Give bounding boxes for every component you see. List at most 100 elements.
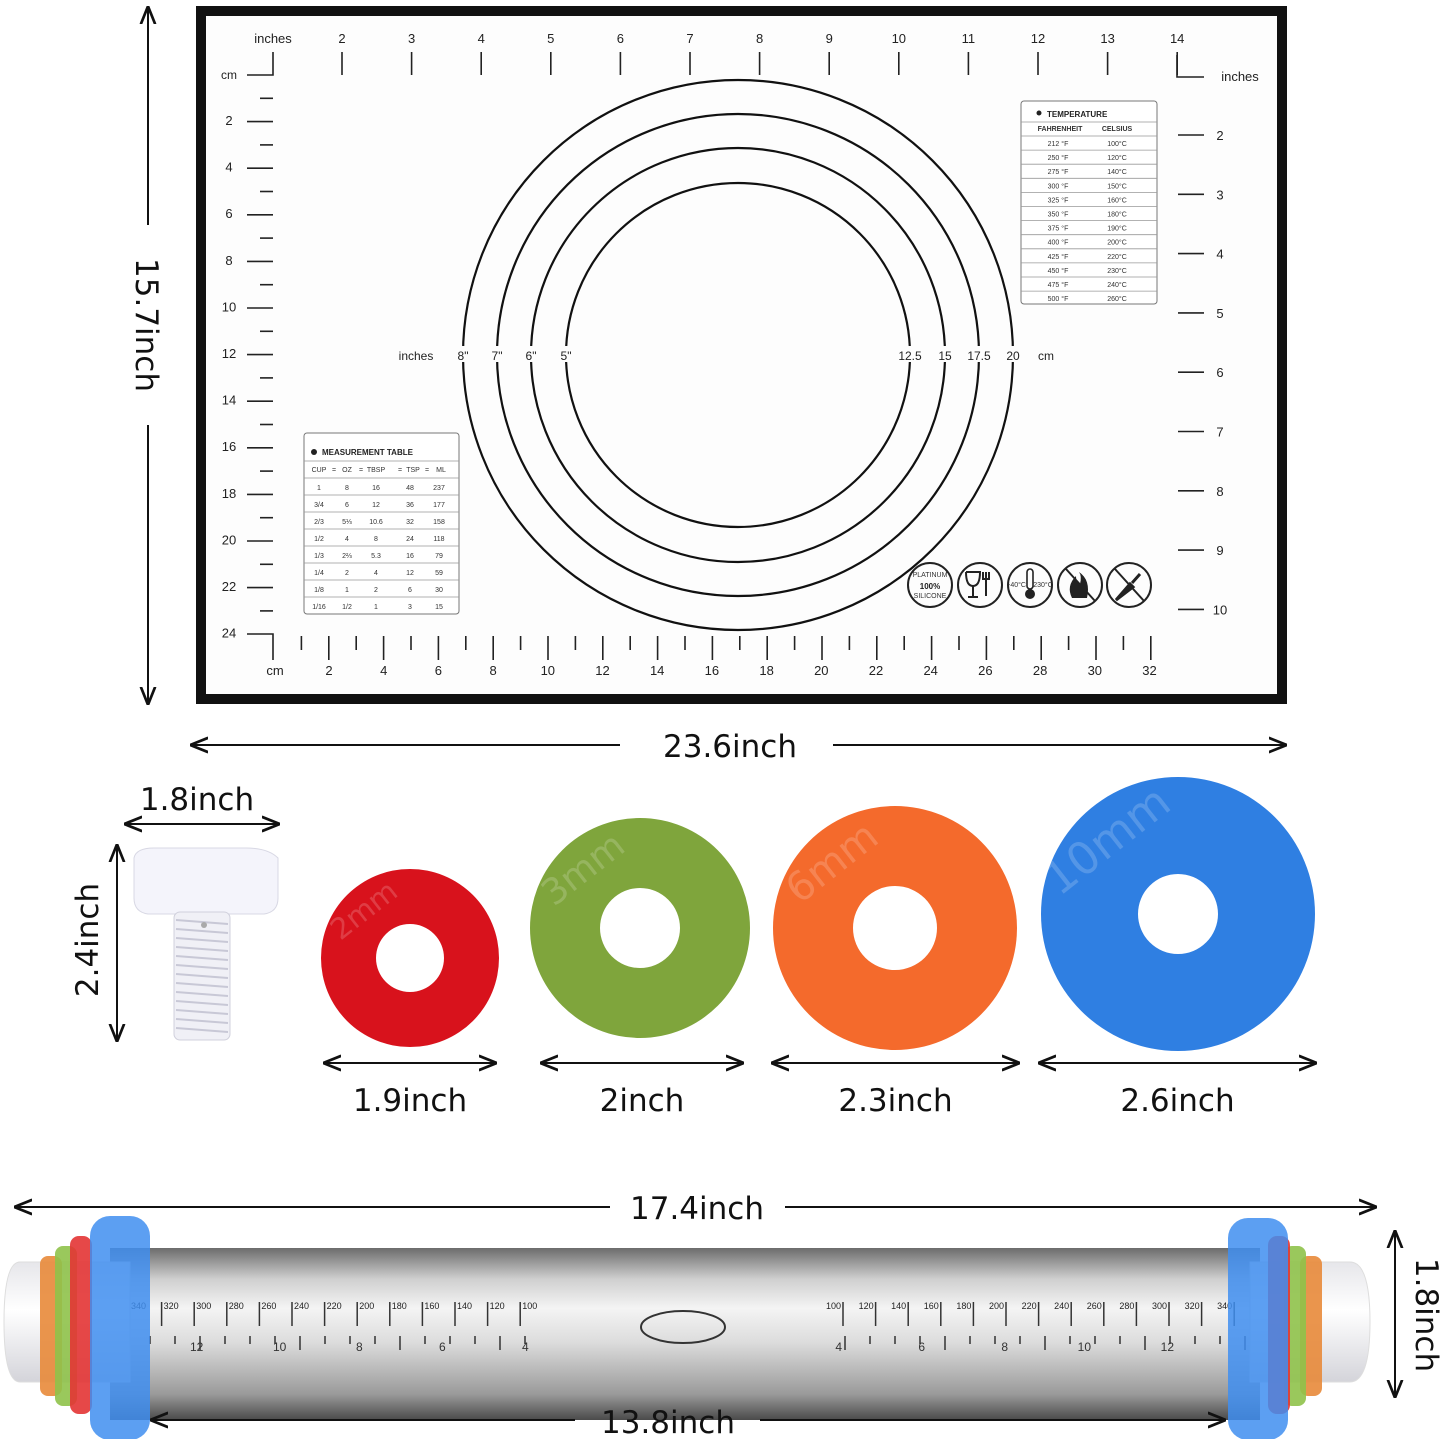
left-ruler-label: 2 [225,113,232,128]
bottom-ruler-label: 20 [814,663,828,678]
ring-width-label: 2.6inch [1120,1083,1234,1119]
right-ruler-label: 8 [1216,484,1223,499]
pin-cm-label: 280 [229,1301,244,1311]
temp-fahrenheit: 500 °F [1048,295,1069,303]
right-ruler-label: 5 [1216,306,1223,321]
temp-celsius: 230°C [1107,267,1127,275]
right-end-cap [1228,1218,1371,1439]
measurement-cell: 2/3 [314,519,324,526]
left-ruler-unit: cm [221,68,237,82]
pin-cm-label: 300 [1152,1301,1167,1311]
pin-diameter-label: 1.8inch [1408,1258,1444,1372]
no-knife-icon [1106,562,1152,608]
pin-cm-label: 240 [1054,1301,1069,1311]
temp-fahrenheit: 212 °F [1048,140,1069,148]
top-ruler-label: 11 [962,31,976,46]
temp-celsius: 100°C [1107,140,1127,148]
right-ruler-label: 4 [1216,247,1223,262]
ring-disc [773,806,1017,1050]
svg-text:230°C: 230°C [1033,581,1053,589]
pin-cm-label: 120 [859,1301,874,1311]
circle-inch-label: 8" [458,349,469,363]
right-ruler-label: 2 [1216,128,1223,143]
measurement-header: TBSP [367,467,386,474]
measurement-cell: 6 [345,502,349,509]
bottom-ruler-label: 26 [978,663,992,678]
left-ruler-label: 14 [222,393,236,408]
mat-height-dimension: 15.7inch [128,8,164,703]
circle-inch-label: 6" [526,349,537,363]
measurement-cell: 177 [433,502,445,509]
temp-fahrenheit: 400 °F [1048,239,1069,247]
left-ruler-label: 6 [225,206,232,221]
svg-text:PLATINUM: PLATINUM [913,572,948,579]
measurement-cell: 24 [406,536,414,543]
top-ruler-label: 13 [1100,31,1114,46]
temp-celsius: 190°C [1107,225,1127,233]
pin-cm-label: 280 [1119,1301,1134,1311]
bottom-ruler-label: 24 [923,663,937,678]
measurement-cell: 36 [406,502,414,509]
pin-cm-label: 140 [891,1301,906,1311]
circle-cm-unit: cm [1038,349,1054,363]
mat-badges: PLATINUM 100% SILICONE -40°C 230°C [907,562,1152,608]
measurement-header: = [425,467,429,474]
heat-resistant-icon: -40°C 230°C [1007,562,1053,608]
measurement-header: CUP [312,467,327,474]
temp-celsius: 240°C [1107,281,1127,289]
pin-inch-label: 4 [835,1340,842,1354]
knob-width-label: 1.8inch [140,782,254,818]
knob-height-label: 2.4inch [70,883,106,997]
ring-disc [530,818,750,1038]
bottom-ruler-label: 4 [380,663,387,678]
temp-fahrenheit: 475 °F [1048,281,1069,289]
pin-inch-label: 6 [439,1340,446,1354]
measurement-cell: 12 [406,570,414,577]
circle-inch-label: 5" [561,349,572,363]
rolling-pin: 17.4inch 340 320 300 280 260 240 220 200 180 160 1… [3,1191,1444,1439]
measurement-cell: 5.3 [371,553,381,560]
measurement-cell: 12 [372,502,380,509]
pin-cm-label: 320 [164,1301,179,1311]
bottom-ruler-label: 18 [759,663,773,678]
measurement-cell: 15 [435,604,443,611]
measurement-cell: 32 [406,519,414,526]
temperature-title: TEMPERATURE [1047,110,1108,119]
bottom-ruler-label: 22 [869,663,883,678]
bottom-ruler-label: 28 [1033,663,1047,678]
ring-width-label: 1.9inch [353,1083,467,1119]
pin-scale: 340 320 300 280 260 240 220 200 180 160 140 120 100 1… [124,1301,1246,1354]
right-ruler-label: 6 [1216,365,1223,380]
pin-body-length-label: 13.8inch [601,1405,735,1439]
measurement-cell: 48 [406,485,414,492]
top-ruler-label: 12 [1031,31,1045,46]
temp-fahrenheit: 450 °F [1048,267,1069,275]
left-ruler-label: 8 [225,253,232,268]
top-ruler-unit: inches [254,31,292,46]
measurement-cell: 2⅔ [342,553,352,560]
measurement-cell: 8 [345,485,349,492]
measurement-header: = [359,467,363,474]
adjustable-knob: 1.8inch 2.4inch [70,782,278,1040]
top-ruler-label: 6 [617,31,624,46]
left-ruler-label: 4 [225,160,232,175]
bottom-ruler-label: 2 [325,663,332,678]
temp-fahrenheit: 325 °F [1048,196,1069,204]
top-ruler-label: 10 [892,31,906,46]
pin-cm-label: 180 [956,1301,971,1311]
mat-width-label: 23.6inch [663,729,797,765]
measurement-cell: 158 [433,519,445,526]
left-ruler-label: 18 [222,486,236,501]
left-ruler-label: 12 [222,346,236,361]
temp-fahrenheit: 425 °F [1048,253,1069,261]
pin-cm-label: 100 [826,1301,841,1311]
measurement-cell: 3/4 [314,502,324,509]
right-ruler-label: 9 [1216,543,1223,558]
svg-text:SILICONE: SILICONE [914,593,947,600]
measurement-cell: 4 [374,570,378,577]
ring-disc [321,868,500,1048]
